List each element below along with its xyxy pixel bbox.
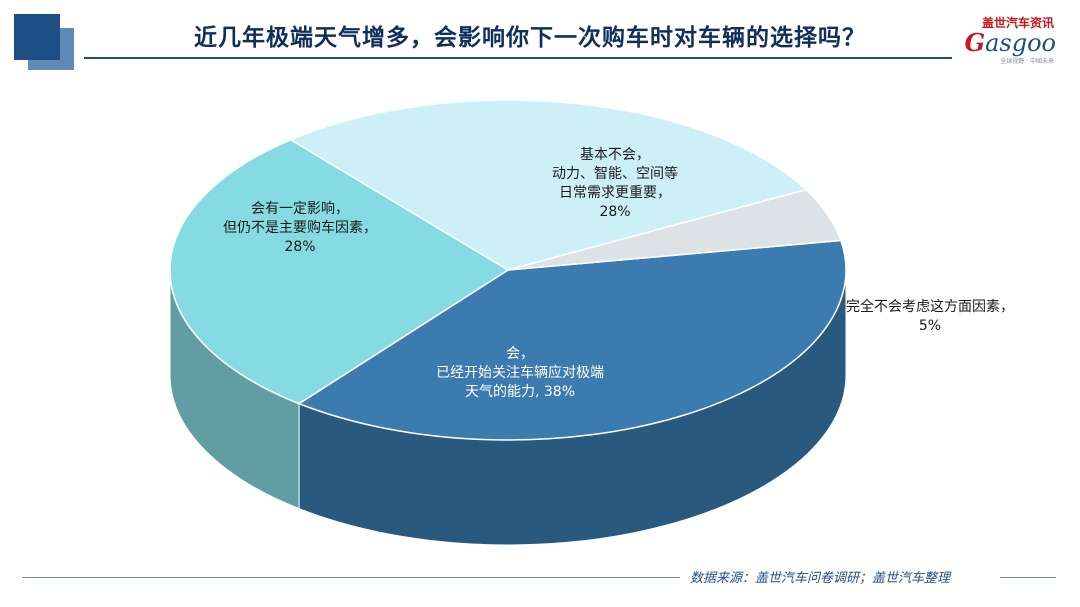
logo-tagline: 全球视野 · 中国未来: [1000, 58, 1054, 65]
slice-label-some-impact: 会有一定影响， 但仍不是主要购车因素， 28%: [223, 201, 377, 255]
logo-english-name: Gasgoo: [964, 28, 1056, 57]
footer-rule-right: [1000, 577, 1056, 578]
page-title: 近几年极端天气增多，会影响你下一次购车时对车辆的选择吗？: [194, 25, 866, 51]
header-decoration-front: [14, 14, 60, 60]
slice-label-yes: 会， 已经开始关注车辆应对极端 天气的能力, 38%: [436, 346, 604, 400]
pie-slice-mostly-no: [289, 99, 808, 271]
data-source-note: 数据来源：盖世汽车问卷调研；盖世汽车整理: [690, 571, 951, 586]
logo-chinese-name: 盖世汽车资讯: [981, 16, 1054, 30]
footer-rule-left: [22, 577, 680, 578]
title-underline: [84, 57, 952, 59]
slice-label-not-at-all: 完全不会考虑这方面因素， 5%: [846, 299, 1014, 334]
pie-slice-some-impact: [169, 138, 510, 405]
pie-slice-yes: [297, 239, 847, 441]
gasgoo-logo: 盖世汽车资讯 Gasgoo 全球视野 · 中国未来: [958, 14, 1070, 65]
pie-slice-not-at-all: [507, 188, 842, 271]
slice-label-mostly-no: 基本不会， 动力、智能、空间等 日常需求更重要， 28%: [552, 147, 678, 220]
